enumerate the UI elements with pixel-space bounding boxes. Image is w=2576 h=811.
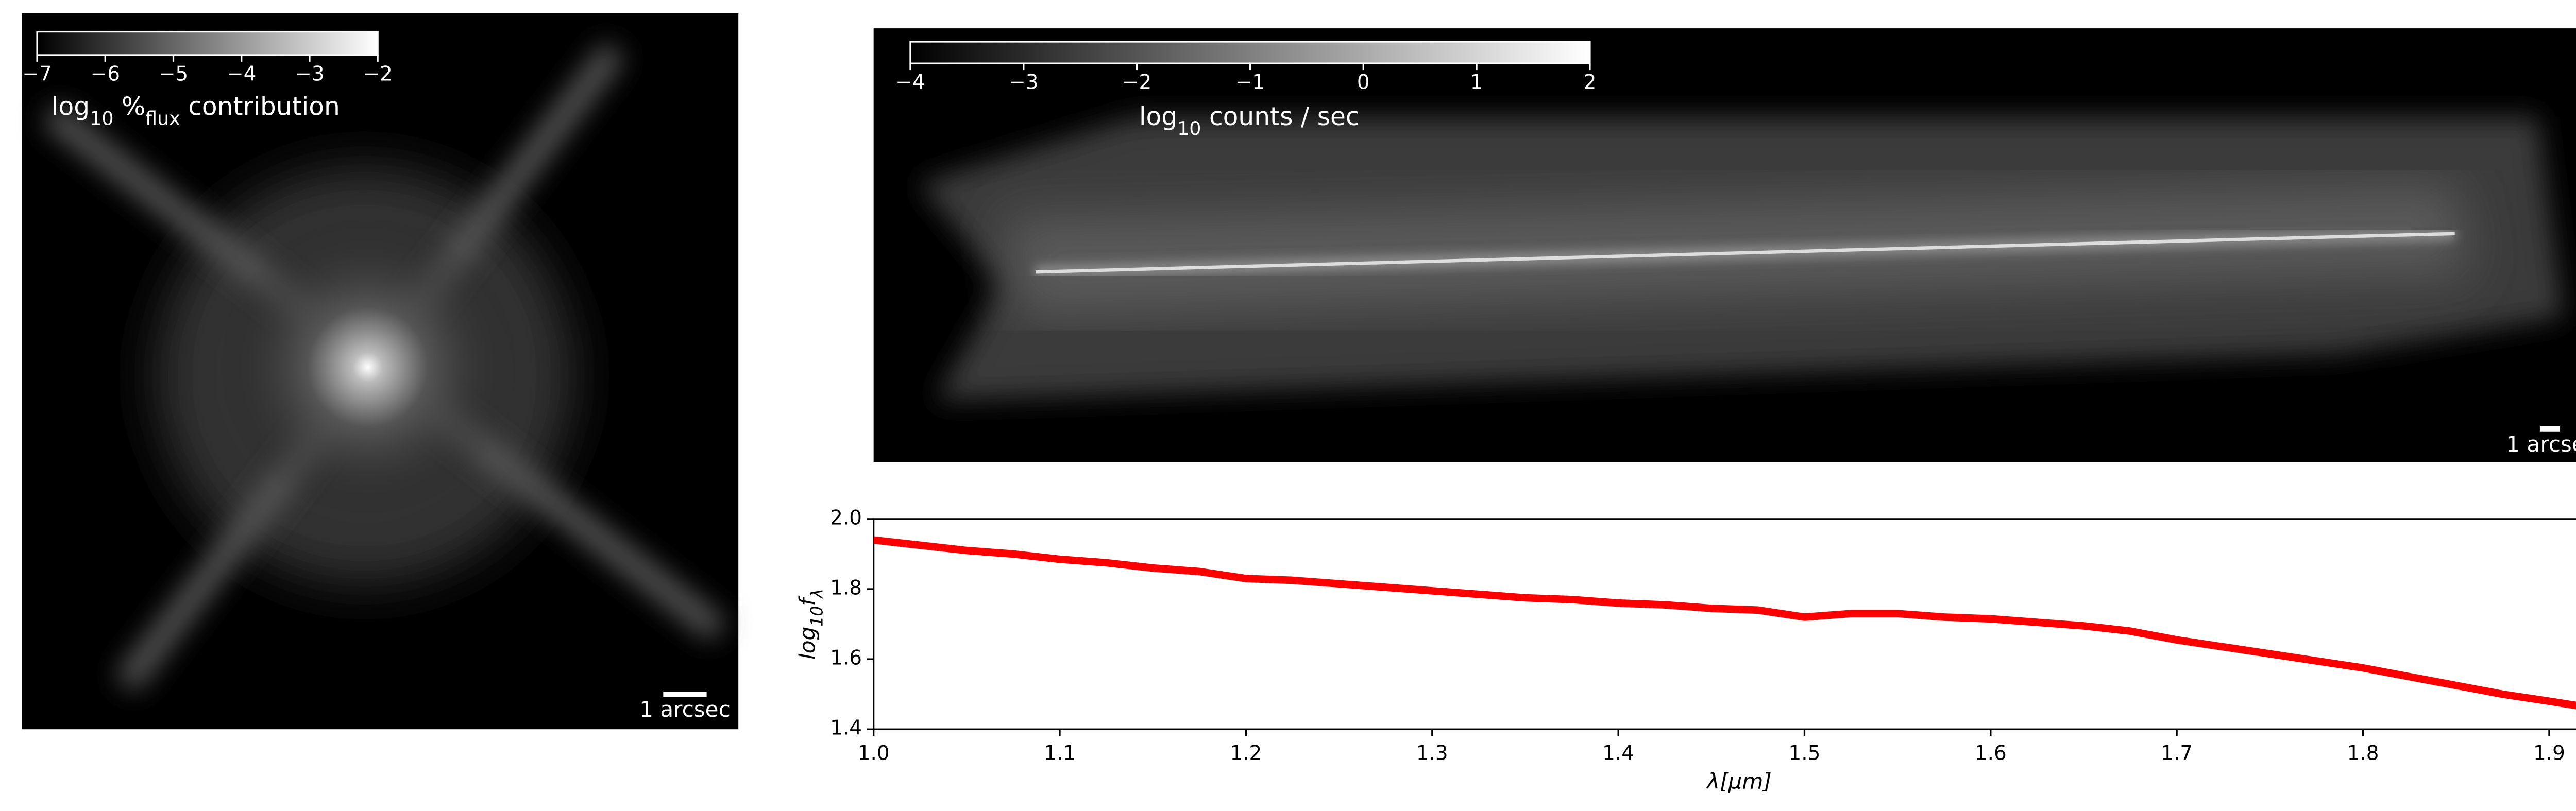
x-tick-label: 1.5 bbox=[1789, 741, 1821, 765]
colorbar-tick-label: 1 bbox=[1470, 71, 1483, 94]
colorbar-tick-label: −2 bbox=[363, 62, 393, 85]
x-axis-label: λ[μm] bbox=[1706, 768, 1772, 793]
scale-bar-label: 1 arcsec bbox=[639, 697, 731, 722]
colorbar-label-part: log bbox=[1139, 102, 1177, 131]
colorbar-label-part: contribution bbox=[180, 93, 340, 122]
colorbar-label-part: 10 bbox=[90, 108, 113, 130]
colorbar-label-part: counts / sec bbox=[1201, 102, 1359, 131]
colorbar-tick-label: −4 bbox=[227, 62, 256, 85]
x-tick-label: 1.2 bbox=[1230, 741, 1262, 765]
y-axis-label: log10fλ bbox=[794, 589, 827, 660]
x-tick-label: 1.4 bbox=[1602, 741, 1634, 765]
colorbar-tick-label: 0 bbox=[1357, 71, 1370, 94]
y-axis-label-part: log bbox=[794, 627, 820, 660]
x-tick-label: 1.9 bbox=[2533, 741, 2565, 765]
scale-bar-label: 1 arcsec bbox=[2506, 432, 2576, 457]
spectrum-image bbox=[919, 116, 2564, 401]
x-tick-label: 1.3 bbox=[1416, 741, 1448, 765]
x-tick-label: 1.6 bbox=[1975, 741, 2007, 765]
colorbar-label: log10 counts / sec bbox=[1139, 102, 1360, 140]
y-tick-label: 1.4 bbox=[830, 717, 862, 740]
colorbar-label-part: 10 bbox=[1177, 117, 1201, 140]
colorbar bbox=[36, 30, 379, 56]
colorbar-tick-label: −2 bbox=[1122, 71, 1151, 94]
x-tick-label: 1.7 bbox=[2161, 741, 2193, 765]
x-tick-label: 1.1 bbox=[1044, 741, 1076, 765]
colorbar-tick-label: −6 bbox=[91, 62, 120, 85]
colorbar-tick-label: −3 bbox=[295, 62, 324, 85]
y-tick-label: 2.0 bbox=[830, 506, 862, 529]
colorbar bbox=[909, 41, 1591, 64]
y-axis-label-part: 10 bbox=[808, 606, 826, 627]
x-tick-label: 1.8 bbox=[2347, 741, 2379, 765]
y-axis-label-part: f bbox=[794, 595, 820, 606]
colorbar-label-part: flux bbox=[145, 108, 180, 130]
colorbar-label-part: log bbox=[52, 93, 90, 122]
y-tick-label: 1.6 bbox=[830, 647, 862, 670]
plot-frame bbox=[873, 518, 2576, 730]
colorbar-tick-label: −4 bbox=[895, 71, 925, 94]
colorbar-tick-label: −3 bbox=[1009, 71, 1038, 94]
y-tick-label: 1.8 bbox=[830, 576, 862, 599]
psf-image bbox=[42, 42, 727, 693]
x-tick-label: 1.0 bbox=[858, 741, 890, 765]
colorbar-label-part: % bbox=[114, 93, 146, 122]
data-line bbox=[873, 536, 2576, 710]
colorbar-tick-label: −1 bbox=[1235, 71, 1265, 94]
colorbar-tick-label: 2 bbox=[1584, 71, 1597, 94]
colorbar-tick-label: −7 bbox=[22, 62, 52, 85]
colorbar-label: log10 %flux contribution bbox=[52, 93, 340, 130]
colorbar-tick-label: −5 bbox=[159, 62, 188, 85]
y-axis-label-part: λ bbox=[808, 589, 826, 599]
